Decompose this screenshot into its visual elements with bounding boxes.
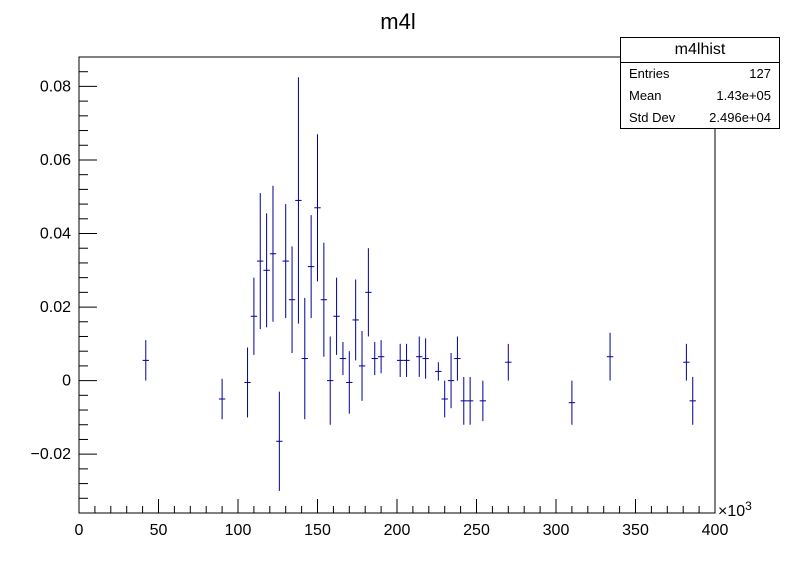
y-tick-label: 0.06 [40, 152, 71, 169]
x-tick-label: 200 [384, 522, 411, 539]
data-point [479, 380, 487, 422]
x-tick-label: 400 [702, 522, 729, 539]
chart-title: m4l [380, 9, 415, 34]
data-point [257, 193, 264, 330]
stats-row-mean: Mean 1.43e+05 [621, 85, 779, 107]
stats-label: Mean [629, 88, 662, 103]
x-multiplier-base: ×10 [718, 503, 745, 520]
data-point [295, 77, 302, 324]
stats-row-stddev: Std Dev 2.496e+04 [621, 107, 779, 129]
data-point [307, 215, 315, 319]
data-point [606, 332, 614, 381]
data-point [371, 342, 378, 376]
data-points [142, 77, 696, 491]
data-point [683, 343, 690, 381]
x-tick-label: 350 [622, 522, 649, 539]
x-tick-label: 300 [543, 522, 570, 539]
x-tick-label: 100 [225, 522, 252, 539]
data-point [365, 248, 372, 337]
x-tick-label: 0 [75, 522, 84, 539]
stats-box-title: m4lhist [621, 38, 779, 63]
data-point [218, 378, 226, 420]
y-tick-label: 0.04 [40, 226, 71, 243]
x-tick-label: 150 [304, 522, 331, 539]
data-point [320, 242, 328, 357]
data-point [282, 204, 289, 319]
data-point [339, 342, 347, 376]
data-point [314, 134, 321, 282]
stats-box: m4lhist Entries 127 Mean 1.43e+05 Std De… [620, 37, 780, 129]
data-point [447, 353, 455, 409]
x-axis: 0 50 100 150 200 250 300 350 400 [75, 499, 729, 539]
data-point [346, 351, 353, 414]
y-axis: −0.02 0 0.02 0.04 0.06 0.08 [31, 56, 97, 514]
stats-label: Entries [629, 66, 670, 81]
data-point [416, 336, 423, 377]
data-point [422, 338, 429, 379]
y-tick-label: 0.08 [40, 78, 71, 95]
data-point [263, 213, 270, 328]
data-point [269, 185, 277, 322]
data-point [441, 380, 448, 418]
stats-row-entries: Entries 127 [621, 63, 779, 85]
data-point [435, 362, 442, 381]
data-point [460, 376, 467, 425]
data-point [397, 343, 404, 377]
data-point [142, 340, 149, 381]
data-point [244, 347, 251, 418]
stats-value: 1.43e+05 [716, 88, 771, 103]
data-point [352, 279, 359, 361]
data-point [301, 297, 308, 420]
stats-label: Std Dev [629, 110, 676, 125]
data-point [358, 330, 366, 401]
data-point [505, 343, 512, 381]
data-point [568, 380, 576, 425]
stats-value: 127 [749, 66, 771, 81]
x-multiplier-label: ×103 [718, 499, 752, 520]
data-point [288, 246, 296, 354]
data-point [454, 336, 461, 381]
data-point [276, 391, 283, 491]
x-tick-label: 250 [463, 522, 490, 539]
y-tick-label: 0 [62, 373, 71, 390]
data-point [403, 343, 410, 377]
data-point [250, 277, 258, 355]
data-point [689, 376, 696, 425]
y-tick-label: 0.02 [40, 299, 71, 316]
data-point [327, 336, 334, 425]
data-point [466, 376, 474, 425]
x-tick-label: 50 [150, 522, 168, 539]
data-point [333, 277, 340, 355]
stats-value: 2.496e+04 [709, 110, 771, 125]
y-tick-label: −0.02 [31, 446, 72, 463]
x-multiplier-exponent: 3 [745, 499, 752, 513]
data-point [377, 340, 385, 374]
